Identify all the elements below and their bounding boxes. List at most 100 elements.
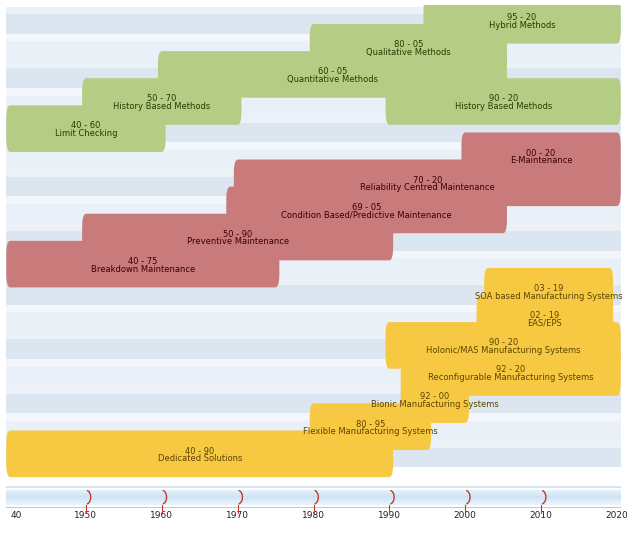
Text: 69 - 05: 69 - 05 — [352, 203, 381, 212]
Text: History Based Methods: History Based Methods — [113, 102, 211, 111]
Bar — [6, 142, 621, 150]
Bar — [6, 223, 621, 251]
Bar — [6, 34, 621, 42]
Text: 92 - 20: 92 - 20 — [496, 365, 525, 374]
Bar — [6, 494, 621, 495]
Text: Hybrid Methods: Hybrid Methods — [489, 21, 556, 30]
Text: 40 - 60: 40 - 60 — [71, 122, 100, 131]
Bar — [6, 491, 621, 492]
Bar — [6, 169, 621, 177]
FancyBboxPatch shape — [310, 403, 431, 450]
Bar — [6, 88, 621, 115]
Bar — [6, 278, 621, 285]
Bar — [6, 34, 621, 61]
Bar — [6, 251, 621, 258]
Bar — [6, 115, 621, 142]
Bar — [6, 196, 621, 204]
FancyBboxPatch shape — [423, 0, 621, 44]
FancyBboxPatch shape — [401, 349, 621, 396]
FancyBboxPatch shape — [6, 241, 280, 287]
Text: Quantitative Methods: Quantitative Methods — [287, 75, 378, 84]
Bar — [6, 502, 621, 503]
Text: 1970: 1970 — [226, 511, 249, 520]
Bar — [6, 495, 621, 496]
FancyBboxPatch shape — [484, 268, 613, 314]
Bar — [6, 498, 621, 499]
Text: 70 - 20: 70 - 20 — [413, 175, 442, 184]
Text: 40 - 75: 40 - 75 — [128, 257, 157, 266]
Text: SOA based Manufacturing Systems: SOA based Manufacturing Systems — [475, 292, 623, 301]
Bar — [6, 223, 621, 231]
Text: 03 - 19: 03 - 19 — [534, 284, 563, 293]
Text: E-Maintenance: E-Maintenance — [510, 156, 572, 165]
Bar — [6, 7, 621, 34]
Text: Qualitative Methods: Qualitative Methods — [366, 48, 451, 56]
Bar — [6, 413, 621, 421]
Text: 1990: 1990 — [378, 511, 401, 520]
Text: Dedicated Solutions: Dedicated Solutions — [157, 454, 242, 463]
FancyBboxPatch shape — [82, 214, 393, 260]
Bar — [6, 496, 621, 497]
Bar — [6, 251, 621, 278]
FancyBboxPatch shape — [386, 78, 621, 125]
Bar — [6, 386, 621, 394]
Text: 90 - 20: 90 - 20 — [488, 94, 518, 103]
Bar — [6, 497, 621, 498]
Bar — [6, 500, 621, 501]
Bar — [6, 115, 621, 123]
Text: 2020: 2020 — [606, 511, 627, 520]
FancyBboxPatch shape — [461, 132, 621, 179]
Text: 40: 40 — [10, 511, 21, 520]
Bar — [6, 359, 621, 386]
Text: 2010: 2010 — [530, 511, 552, 520]
FancyBboxPatch shape — [401, 376, 469, 423]
Bar — [6, 305, 621, 332]
FancyBboxPatch shape — [6, 106, 166, 152]
Bar — [6, 503, 621, 504]
Text: Limit Checking: Limit Checking — [55, 129, 117, 138]
Bar — [6, 278, 621, 305]
Bar — [6, 169, 621, 196]
Bar — [6, 7, 621, 14]
Bar — [6, 440, 621, 467]
Bar — [6, 413, 621, 440]
Bar — [6, 440, 621, 448]
Text: 50 - 70: 50 - 70 — [147, 94, 176, 103]
Bar — [6, 332, 621, 359]
FancyBboxPatch shape — [6, 431, 393, 477]
Text: Preventive Maintenance: Preventive Maintenance — [187, 237, 288, 246]
Bar — [6, 88, 621, 95]
Bar — [6, 501, 621, 502]
Text: EAS/EPS: EAS/EPS — [527, 319, 562, 328]
Text: 00 - 20: 00 - 20 — [527, 149, 556, 158]
FancyBboxPatch shape — [310, 24, 507, 71]
FancyBboxPatch shape — [158, 51, 507, 98]
Text: 90 - 20: 90 - 20 — [488, 338, 518, 347]
Bar — [6, 332, 621, 340]
Bar — [6, 305, 621, 312]
Text: Breakdown Maintenance: Breakdown Maintenance — [91, 264, 195, 273]
Bar — [6, 142, 621, 169]
Text: 95 - 20: 95 - 20 — [507, 13, 537, 22]
Text: 2000: 2000 — [454, 511, 477, 520]
Text: History Based Methods: History Based Methods — [455, 102, 552, 111]
Text: 40 - 90: 40 - 90 — [185, 447, 214, 456]
Text: 02 - 19: 02 - 19 — [530, 311, 559, 320]
FancyBboxPatch shape — [386, 322, 621, 369]
Text: Holonic/MAS Manufacturing Systems: Holonic/MAS Manufacturing Systems — [426, 346, 581, 355]
Bar — [6, 504, 621, 505]
Text: Flexible Manufacturing Systems: Flexible Manufacturing Systems — [303, 427, 438, 436]
Bar — [6, 196, 621, 223]
FancyBboxPatch shape — [234, 159, 621, 206]
FancyBboxPatch shape — [477, 295, 613, 342]
FancyBboxPatch shape — [82, 78, 241, 125]
Text: 50 - 90: 50 - 90 — [223, 230, 252, 239]
Text: 1980: 1980 — [302, 511, 325, 520]
Bar — [6, 359, 621, 367]
Text: 80 - 05: 80 - 05 — [394, 40, 423, 49]
Text: 1960: 1960 — [150, 511, 173, 520]
Text: Reliability Centred Maintenance: Reliability Centred Maintenance — [360, 183, 495, 192]
Text: 60 - 05: 60 - 05 — [318, 67, 347, 76]
Text: 92 - 00: 92 - 00 — [420, 392, 450, 401]
Text: 1950: 1950 — [75, 511, 97, 520]
